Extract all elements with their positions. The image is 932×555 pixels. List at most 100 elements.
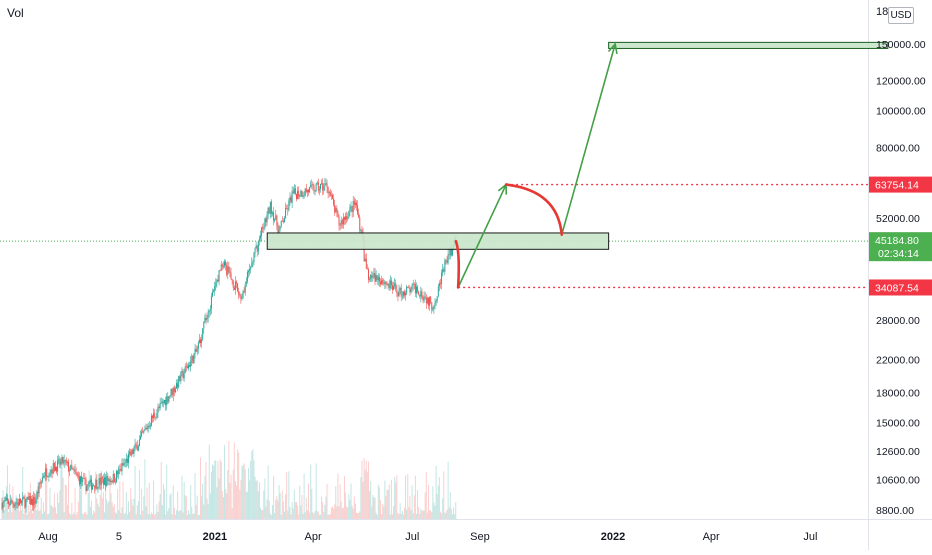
volume-bar xyxy=(444,512,446,519)
candle-body xyxy=(70,464,72,471)
price-tick-label: 18000.00 xyxy=(876,387,920,399)
volume-bar xyxy=(237,449,239,519)
candle-body xyxy=(238,291,240,295)
volume-bar xyxy=(49,487,51,519)
volume-bar xyxy=(105,482,107,519)
candle-body xyxy=(189,364,191,367)
candle-body xyxy=(310,185,312,187)
volume-bar xyxy=(167,511,169,519)
volume-bar xyxy=(27,504,29,519)
volume-bar xyxy=(80,490,82,519)
candle-body xyxy=(225,261,227,266)
candle-body xyxy=(25,499,27,508)
candle-body xyxy=(300,190,302,196)
candle-body xyxy=(329,191,331,196)
volume-bar xyxy=(431,512,433,519)
candle-body xyxy=(420,291,422,297)
candle-body xyxy=(39,483,41,484)
candle-body xyxy=(113,474,115,483)
volume-bar xyxy=(136,505,138,519)
candle-body xyxy=(2,502,4,509)
volume-bar xyxy=(61,459,63,519)
volume-bar xyxy=(367,461,369,519)
candle-body xyxy=(140,435,142,440)
volume-bar xyxy=(346,506,348,519)
volume-bar xyxy=(397,513,399,519)
candle-body xyxy=(157,407,159,413)
candle-body xyxy=(37,491,39,494)
volume-bar xyxy=(355,512,357,519)
candle-body xyxy=(143,430,145,433)
candle-body xyxy=(76,473,78,476)
candle-body xyxy=(219,270,221,272)
volume-bar xyxy=(143,496,145,519)
volume-bar xyxy=(331,506,333,519)
volume-bar xyxy=(296,501,297,519)
volume-bar xyxy=(396,475,398,519)
candle-body xyxy=(385,281,387,284)
candle-body xyxy=(284,218,285,222)
volume-bar xyxy=(372,495,374,519)
volume-bar xyxy=(165,514,167,519)
candle-body xyxy=(215,282,217,287)
volume-bar xyxy=(333,508,335,519)
candle-body xyxy=(81,476,83,482)
volume-bar xyxy=(420,508,422,519)
volume-bar xyxy=(138,469,140,519)
candle-body xyxy=(16,502,18,504)
candle-body xyxy=(167,396,169,403)
volume-bar xyxy=(53,493,55,519)
candle-body xyxy=(349,206,351,211)
candle-body xyxy=(110,481,112,482)
volume-bar xyxy=(453,507,455,519)
volume-bar xyxy=(108,501,110,519)
volume-bar xyxy=(309,512,311,519)
candle-body xyxy=(218,270,220,282)
candle-body xyxy=(180,372,182,382)
volume-bar xyxy=(446,509,448,519)
volume-bar xyxy=(56,513,58,519)
candle-body xyxy=(233,287,235,290)
volume-bar xyxy=(144,459,146,519)
candle-body xyxy=(415,286,417,294)
candle-body xyxy=(372,276,374,278)
volume-bar xyxy=(150,512,152,519)
volume-bar xyxy=(423,510,425,519)
volume-bar xyxy=(65,485,67,519)
volume-bar xyxy=(384,480,386,519)
candle-body xyxy=(376,275,378,281)
volume-bar xyxy=(250,460,252,519)
candle-body xyxy=(289,197,291,201)
volume-bar xyxy=(141,488,143,519)
volume-bar xyxy=(78,483,80,519)
currency-button[interactable]: USD xyxy=(888,7,914,24)
candle-body xyxy=(437,286,439,297)
candle-body xyxy=(15,503,17,505)
candle-body xyxy=(102,479,104,485)
volume-bar xyxy=(194,473,196,519)
candle-body xyxy=(436,296,438,301)
candle-body xyxy=(285,208,287,219)
volume-bar xyxy=(311,488,313,519)
volume-bar xyxy=(158,501,160,519)
volume-bar xyxy=(145,506,147,519)
drawings[interactable] xyxy=(0,41,889,289)
volume-bar xyxy=(454,514,456,519)
volume-bar xyxy=(118,510,120,519)
candle-body xyxy=(154,413,156,417)
candle-body xyxy=(319,184,321,190)
volume-bar xyxy=(23,513,25,519)
volume-bar xyxy=(439,511,441,519)
volume-bar xyxy=(152,513,154,519)
volume-bar xyxy=(200,457,202,519)
candle-body xyxy=(384,281,386,285)
candle-body xyxy=(198,339,200,343)
candle-body xyxy=(306,189,308,193)
volume-bar xyxy=(122,481,124,519)
candle-body xyxy=(107,475,109,482)
volume-bar xyxy=(90,500,92,519)
candle-body xyxy=(279,226,281,230)
volume-bar xyxy=(375,512,377,519)
